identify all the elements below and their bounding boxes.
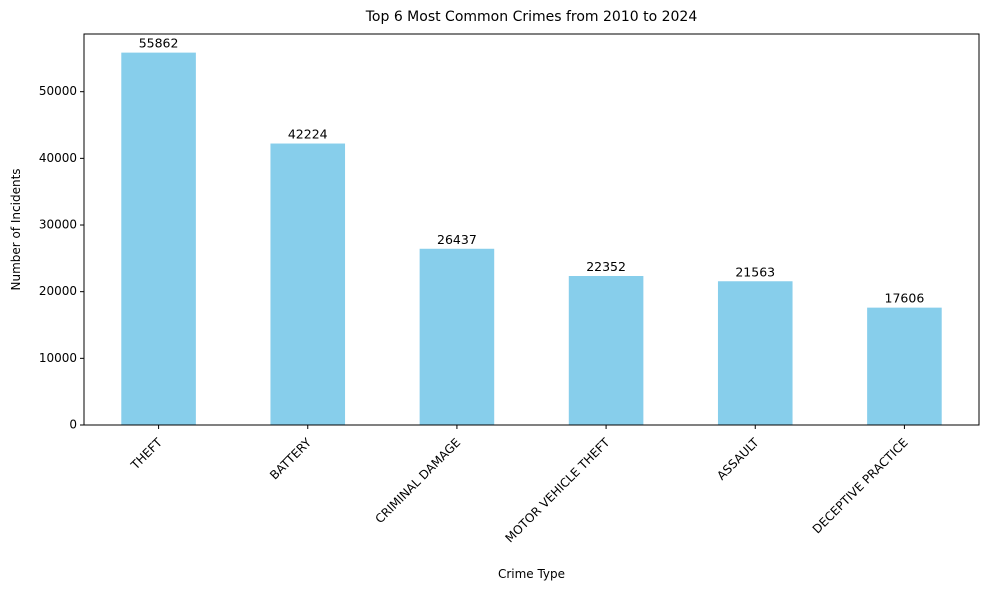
bar-6 bbox=[867, 307, 942, 425]
y-tick-label-2: 10000 bbox=[39, 351, 77, 365]
bars-group bbox=[121, 52, 942, 426]
plot-area: 55862 42224 26437 22352 21563 17606 bbox=[83, 33, 980, 426]
data-label-2: 42224 bbox=[288, 127, 328, 142]
y-axis-label: Number of Incidents bbox=[9, 168, 23, 290]
bar-2 bbox=[270, 143, 346, 426]
y-tick-label-4: 30000 bbox=[39, 218, 77, 232]
data-label-6: 17606 bbox=[885, 291, 925, 306]
axes-frame bbox=[83, 33, 980, 426]
y-axis: 0 10000 20000 30000 40000 50000 bbox=[39, 84, 84, 432]
bar-5 bbox=[717, 281, 793, 425]
bar-4 bbox=[568, 275, 644, 425]
y-tick-label-1: 0 bbox=[69, 418, 77, 432]
data-label-1: 55862 bbox=[139, 36, 179, 51]
bar-1 bbox=[121, 52, 196, 426]
bar-3 bbox=[419, 248, 495, 425]
y-tick-label-6: 50000 bbox=[39, 84, 77, 98]
data-labels-group: 55862 42224 26437 22352 21563 17606 bbox=[139, 36, 925, 306]
chart-title: Top 6 Most Common Crimes from 2010 to 20… bbox=[365, 9, 698, 25]
x-axis-label: Crime Type bbox=[498, 567, 565, 581]
data-label-5: 21563 bbox=[735, 264, 775, 279]
data-label-4: 22352 bbox=[586, 259, 626, 274]
y-tick-label-3: 20000 bbox=[39, 284, 77, 298]
y-tick-label-5: 40000 bbox=[39, 151, 77, 165]
data-label-3: 26437 bbox=[437, 232, 477, 247]
